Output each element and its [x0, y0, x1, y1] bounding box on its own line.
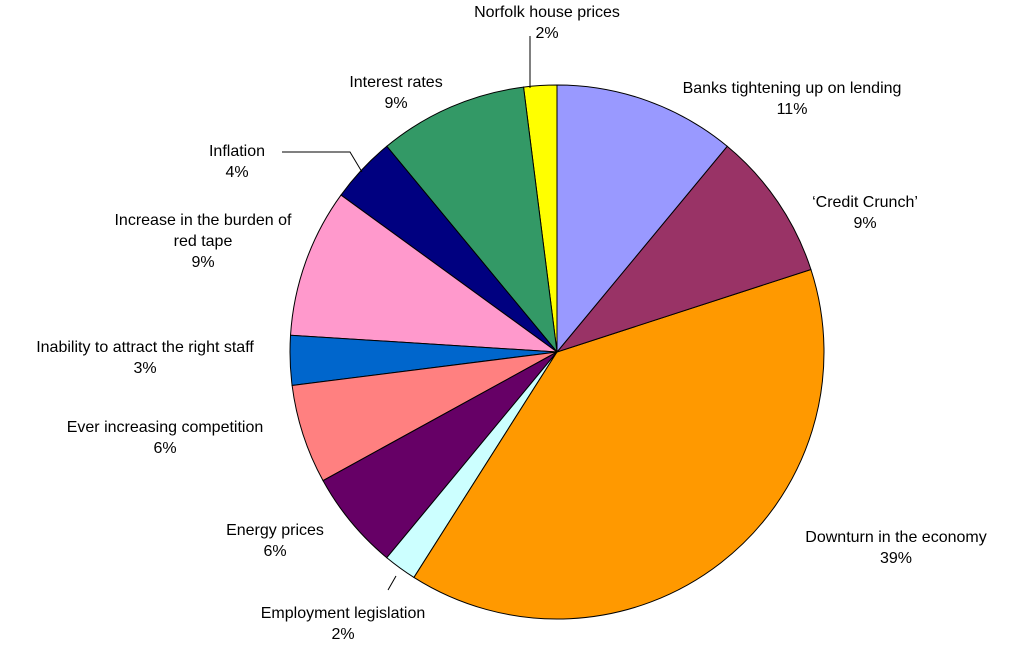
- slice-label: Inability to attract the right staff 3%: [0, 337, 295, 379]
- category-label: ‘Credit Crunch’: [812, 194, 918, 211]
- value-label: 4%: [225, 164, 249, 181]
- value-label: 39%: [879, 550, 913, 567]
- pie-slice: [555, 145, 812, 354]
- pie-slice: [413, 268, 825, 620]
- pie-slice: [556, 84, 728, 354]
- slice-label: Energy prices 6%: [175, 520, 375, 562]
- slice-label: Downturn in the economy 39%: [771, 527, 1015, 569]
- value-label: 2%: [535, 25, 559, 42]
- category-label: Employment legislation: [260, 605, 426, 622]
- category-label: Inability to attract the right staff: [36, 339, 254, 356]
- value-label: 9%: [853, 215, 877, 232]
- category-label: Increase in the burden of red tape: [114, 212, 292, 250]
- leader-line: [282, 151, 363, 173]
- value-label: 6%: [263, 543, 287, 560]
- value-label: 6%: [153, 440, 177, 457]
- category-label: Interest rates: [349, 74, 443, 91]
- value-label: 11%: [776, 101, 808, 118]
- slice-label: Ever increasing competition 6%: [15, 417, 315, 459]
- slice-label: Increase in the burden of red tape 9%: [103, 210, 303, 273]
- slice-label: Inflation 4%: [162, 141, 312, 183]
- category-label: Downturn in the economy: [805, 529, 987, 546]
- slice-label: Interest rates 9%: [296, 72, 496, 114]
- slice-label: Employment legislation 2%: [218, 603, 468, 645]
- value-label: 3%: [133, 360, 157, 377]
- category-label: Inflation: [208, 143, 266, 160]
- value-label: 9%: [191, 254, 215, 271]
- pie-slice: [386, 86, 558, 354]
- slice-label: Banks tightening up on lending 11%: [642, 78, 942, 120]
- value-label: 2%: [331, 626, 355, 643]
- slice-label: Norfolk house prices 2%: [422, 2, 672, 44]
- category-label: Banks tightening up on lending: [682, 80, 902, 97]
- category-label: Ever increasing competition: [66, 419, 264, 436]
- category-label: Energy prices: [226, 522, 324, 539]
- slice-label: ‘Credit Crunch’ 9%: [765, 192, 965, 234]
- value-label: 9%: [384, 95, 408, 112]
- pie-slice: [289, 194, 559, 353]
- leader-line: [387, 575, 397, 591]
- category-label: Norfolk house prices: [474, 4, 620, 21]
